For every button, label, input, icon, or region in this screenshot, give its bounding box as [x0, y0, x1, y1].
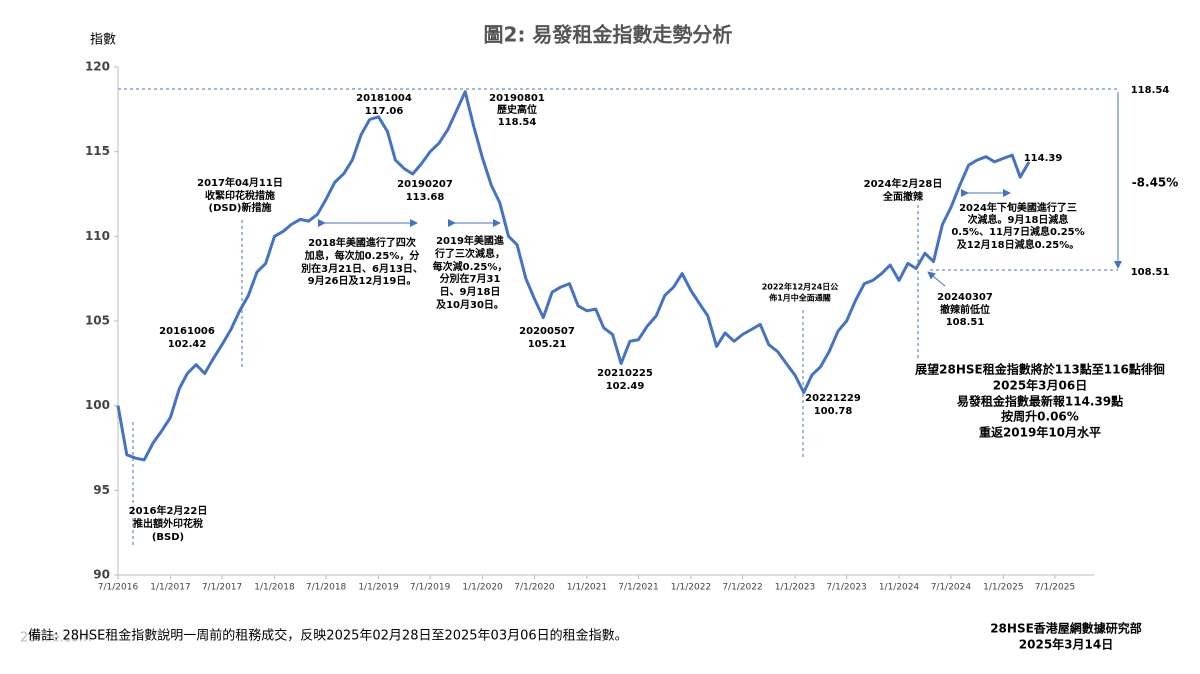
- annotation: 20190801: [489, 93, 545, 104]
- change-label: -8.45%: [1132, 176, 1179, 190]
- annotation: 2025年3月06日: [993, 378, 1087, 393]
- annotation: 20240307: [937, 292, 993, 303]
- annotation: 及10月30日。: [436, 299, 504, 311]
- y-tick-label: 115: [85, 144, 110, 158]
- x-tick-label: 1/1/2019: [358, 583, 399, 593]
- annotation: 102.49: [606, 381, 645, 392]
- annotation: 2017年04月11日: [197, 176, 283, 189]
- annotation: 118.54: [498, 117, 537, 128]
- annotation: 20161006: [159, 326, 215, 337]
- annotation: 2022年12月24日公: [762, 282, 839, 292]
- annotation: 撤辣前低位: [940, 303, 990, 316]
- annotation: 歷史高位: [497, 103, 537, 116]
- annotation: 20190207: [397, 179, 453, 190]
- x-tick-label: 7/1/2018: [306, 583, 347, 593]
- annotation: 收緊印花稅措施: [205, 189, 275, 202]
- annotation: 次減息。9月18日減息: [968, 213, 1069, 226]
- x-tick-label: 1/1/2025: [983, 583, 1023, 593]
- annotation: 易發租金指數最新報114.39點: [957, 394, 1123, 409]
- annotation: 0.5%、11月7日減息0.25%: [951, 225, 1084, 238]
- x-tick-label: 7/1/2024: [931, 583, 972, 593]
- x-tick-label: 1/1/2021: [567, 583, 607, 593]
- annotation: 展望28HSE租金指數將於113點至116點徘徊: [915, 362, 1165, 377]
- y-tick-label: 110: [85, 229, 110, 243]
- data-line: [116, 90, 1031, 462]
- annotation: 別在3月21日、6月13日、: [300, 262, 423, 275]
- x-tick-label: 7/1/2016: [98, 583, 139, 593]
- source-date: 2025年3月14日: [1019, 637, 1113, 652]
- annotation: 117.06: [365, 106, 404, 117]
- y-tick-label: 95: [93, 483, 110, 497]
- annotation: 2016年2月22日: [129, 504, 208, 517]
- annotation: 加息，每次加0.25%，分: [304, 249, 420, 262]
- chart-title: 圖2: 易發租金指數走勢分析: [484, 23, 733, 47]
- axes: 90 95 100 105 110 115 120 7/1/2016 1/1/2017 7/1/2…: [85, 60, 1094, 593]
- annotation: 全面撤辣: [882, 190, 924, 203]
- low-label: 108.51: [1131, 267, 1170, 278]
- annotation: (BSD): [152, 532, 184, 543]
- x-tick-label: 1/1/2022: [671, 583, 711, 593]
- annotation: 日、9月18日: [440, 286, 501, 298]
- annotation: 9月26日及12月19日。: [308, 275, 417, 287]
- x-tick-label: 1/1/2024: [879, 583, 920, 593]
- annotation: 每次減0.25%，: [433, 260, 508, 273]
- annotation: 100.78: [814, 406, 853, 417]
- x-tick-label: 1/1/2017: [150, 583, 190, 593]
- annotation: 102.42: [168, 339, 207, 350]
- x-tick-label: 7/1/2019: [410, 583, 451, 593]
- annotation: 重返2019年10月水平: [979, 425, 1101, 440]
- annotation: (DSD)新措施: [209, 201, 272, 214]
- annotation: 行了三次減息，: [434, 247, 505, 260]
- annotation: 2018年美國進行了四次: [308, 236, 416, 249]
- annotation: 20181004: [356, 93, 412, 104]
- y-tick-label: 90: [93, 568, 110, 582]
- x-tick-label: 7/1/2025: [1035, 583, 1075, 593]
- annotation: 2024年下旬美國進行了三: [959, 201, 1077, 214]
- annotation: 20210225: [597, 368, 653, 379]
- x-tick-label: 7/1/2017: [202, 583, 242, 593]
- annotation: 佈1月中全面通關: [768, 293, 831, 303]
- high-label: 118.54: [1131, 85, 1170, 96]
- y-tick-label: 120: [85, 60, 110, 74]
- x-tick-label: 1/1/2023: [775, 583, 815, 593]
- x-tick-label: 7/1/2022: [722, 583, 762, 593]
- annotation: 20221229: [805, 393, 861, 404]
- annotation: 113.68: [406, 192, 445, 203]
- annotation: 114.39: [1024, 153, 1063, 164]
- annotation: 2019年美國進: [436, 234, 505, 247]
- annotation: 108.51: [946, 317, 985, 328]
- annotation: 20200507: [519, 326, 575, 337]
- x-tick-label: 7/1/2023: [826, 583, 866, 593]
- annotation: 105.21: [528, 339, 567, 350]
- annotation: 按周升0.06%: [1001, 409, 1079, 424]
- footnote: 備註: 28HSE租金指數說明一周前的租務成交，反映2025年02月28日至20…: [28, 628, 628, 644]
- x-tick-label: 7/1/2020: [514, 583, 555, 593]
- annotation: 推出額外印花稅: [133, 517, 203, 530]
- annotation: 分別在7月31: [440, 272, 501, 285]
- y-tick-label: 105: [85, 314, 110, 328]
- y-tick-label: 100: [85, 398, 110, 412]
- y-axis-label: 指數: [90, 33, 116, 48]
- annotation: 2024年2月28日: [864, 177, 943, 190]
- x-tick-label: 1/1/2020: [462, 583, 503, 593]
- annotation: 及12月18日減息0.25%。: [957, 238, 1080, 251]
- source: 28HSE香港屋網數據研究部: [990, 621, 1142, 636]
- annotations: 2016年2月22日 推出額外印花稅 (BSD) 20161006 102.42…: [129, 85, 1179, 543]
- event-lines: [118, 88, 1122, 545]
- watermark: 28hse.com: [20, 631, 91, 646]
- x-tick-label: 7/1/2021: [618, 583, 658, 593]
- x-tick-label: 1/1/2018: [254, 583, 295, 593]
